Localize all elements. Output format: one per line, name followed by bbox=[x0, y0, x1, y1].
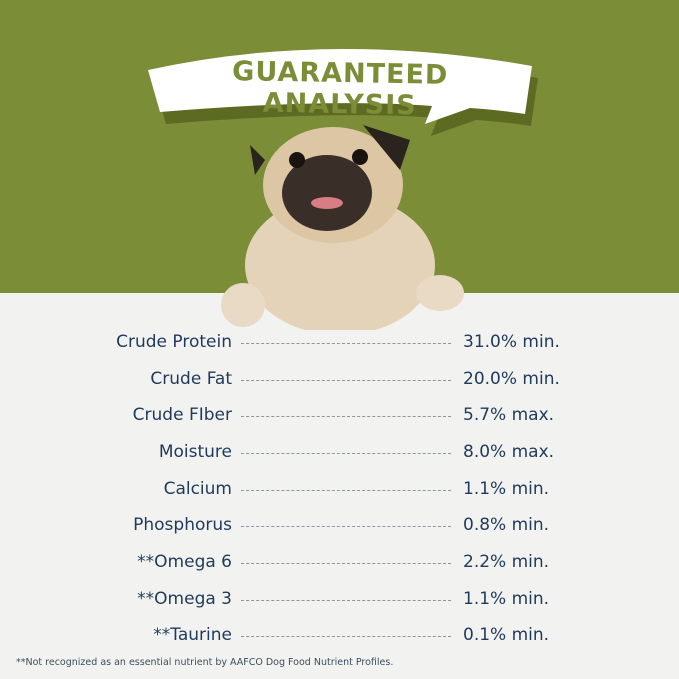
banner-title: GUARANTEED ANALYSIS bbox=[231, 56, 449, 122]
nutrient-label: **Taurine bbox=[153, 625, 232, 645]
dotted-leader bbox=[241, 343, 451, 344]
dotted-leader bbox=[241, 636, 451, 637]
dotted-leader bbox=[241, 380, 451, 381]
nutrient-row: Moisture 8.0% max. bbox=[0, 437, 679, 467]
nutrient-row: **Omega 3 1.1% min. bbox=[0, 584, 679, 614]
speech-bubble-banner bbox=[148, 48, 538, 136]
nutrient-row: Phosphorus 0.8% min. bbox=[0, 510, 679, 540]
nutrient-row: Calcium 1.1% min. bbox=[0, 474, 679, 504]
nutrient-label: Crude FIber bbox=[132, 405, 232, 425]
nutrient-value: 1.1% min. bbox=[463, 589, 550, 609]
paper-background bbox=[0, 293, 679, 679]
dotted-leader bbox=[241, 416, 451, 417]
nutrient-value: 5.7% max. bbox=[463, 405, 555, 425]
nutrient-value: 1.1% min. bbox=[463, 479, 550, 499]
nutrient-value: 20.0% min. bbox=[463, 369, 560, 389]
nutrient-row: Crude FIber 5.7% max. bbox=[0, 400, 679, 430]
nutrient-label: Phosphorus bbox=[133, 515, 232, 535]
nutrient-label: **Omega 6 bbox=[137, 552, 232, 572]
nutrient-label: Crude Fat bbox=[150, 369, 232, 389]
nutrient-row: **Taurine 0.1% min. bbox=[0, 620, 679, 650]
nutrient-label: **Omega 3 bbox=[137, 589, 232, 609]
nutrient-value: 2.2% min. bbox=[463, 552, 550, 572]
nutrient-row: **Omega 6 2.2% min. bbox=[0, 547, 679, 577]
nutrient-label: Crude Protein bbox=[116, 332, 232, 352]
pug-image bbox=[221, 125, 464, 330]
nutrient-row: Crude Protein 31.0% min. bbox=[0, 327, 679, 357]
nutrient-row: Crude Fat 20.0% min. bbox=[0, 364, 679, 394]
dotted-leader bbox=[241, 453, 451, 454]
dotted-leader bbox=[241, 563, 451, 564]
dotted-leader bbox=[241, 490, 451, 491]
nutrient-value: 0.8% min. bbox=[463, 515, 550, 535]
dotted-leader bbox=[241, 526, 451, 527]
nutrient-label: Moisture bbox=[158, 442, 232, 462]
nutrient-value: 0.1% min. bbox=[463, 625, 550, 645]
nutrient-value: 31.0% min. bbox=[463, 332, 560, 352]
footnote: **Not recognized as an essential nutrien… bbox=[16, 657, 394, 668]
dotted-leader bbox=[241, 600, 451, 601]
nutrient-label: Calcium bbox=[163, 479, 232, 499]
nutrient-value: 8.0% max. bbox=[463, 442, 555, 462]
